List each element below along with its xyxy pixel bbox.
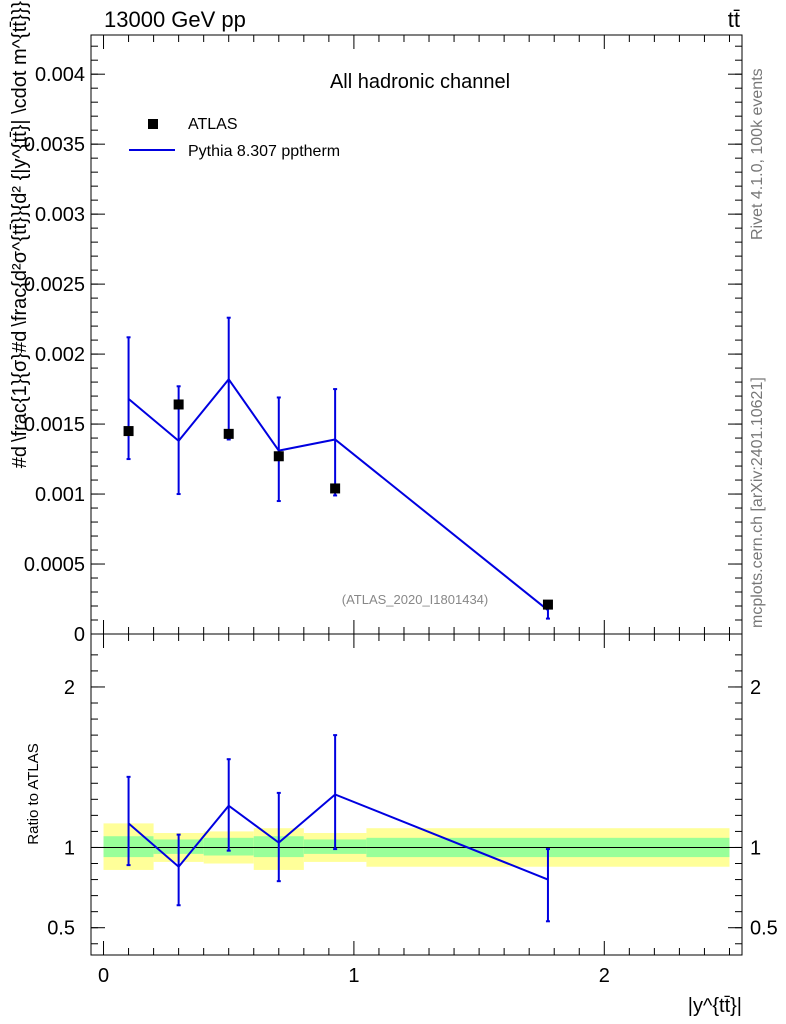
legend-data-label: ATLAS	[188, 116, 238, 133]
ratio-series-line	[127, 793, 549, 881]
main-y-tick-label: 0.001	[35, 484, 85, 506]
process-label: tt̄	[728, 7, 740, 32]
ratio-frame	[90, 633, 743, 956]
energy-label: 13000 GeV pp	[104, 7, 246, 32]
main-y-tick-label: 0.002	[35, 344, 85, 366]
ratio-y-tick-label-left: 0.5	[47, 918, 75, 940]
main-y-tick-label: 0.0025	[24, 274, 85, 296]
data-point	[273, 451, 284, 462]
ratio-y-tick-label-left: 2	[64, 677, 75, 699]
data-point	[223, 428, 234, 439]
rivet-label: Rivet 4.1.0, 100k events	[749, 68, 766, 240]
main-y-tick-label: 0	[74, 624, 85, 646]
data-point	[123, 426, 134, 437]
x-tick-label: 0	[98, 965, 109, 987]
ratio-panel: 0 1 2 0.5 0.5 1 1 2 2	[47, 633, 778, 987]
main-y-tick-label: 0.004	[35, 64, 85, 86]
main-y-axis-label: #d \frac{1}{σ}#d \frac{d²σ^{tt̄}}{d² {|y…	[9, 0, 31, 468]
legend-mc-label: Pythia 8.307 pptherm	[188, 143, 340, 160]
legend-data-marker	[148, 119, 158, 129]
main-y-tick-label: 0.003	[35, 204, 85, 226]
main-y-tick-label: 0.0005	[24, 554, 85, 576]
ratio-y-tick-label-right: 0.5	[750, 918, 778, 940]
data-point	[330, 483, 341, 494]
data-point	[173, 399, 184, 410]
x-tick-label: 1	[348, 965, 359, 987]
ratio-y-tick-label-right: 2	[750, 677, 761, 699]
chart-title: All hadronic channel	[330, 71, 510, 93]
source-label: mcplots.cern.ch [arXiv:2401.10621]	[749, 377, 766, 628]
ratio-y-tick-label-left: 1	[64, 837, 75, 859]
ratio-y-tick-label-right: 1	[750, 837, 761, 859]
main-panel: 0 0.0005 0.001 0.0015 0.002 0.0025 0.003 0.0035…	[24, 34, 743, 646]
x-axis-label: |y^{tt̄}|	[688, 995, 742, 1017]
main-y-tick-label: 0.0035	[24, 134, 85, 156]
x-tick-label: 2	[599, 965, 610, 987]
ratio-y-axis-label: Ratio to ATLAS	[25, 743, 42, 844]
mc-series-line	[127, 377, 549, 611]
legend: ATLAS Pythia 8.307 pptherm	[129, 116, 340, 160]
analysis-watermark: (ATLAS_2020_I1801434)	[342, 592, 488, 607]
main-y-tick-label: 0.0015	[24, 414, 85, 436]
data-point	[542, 599, 553, 610]
